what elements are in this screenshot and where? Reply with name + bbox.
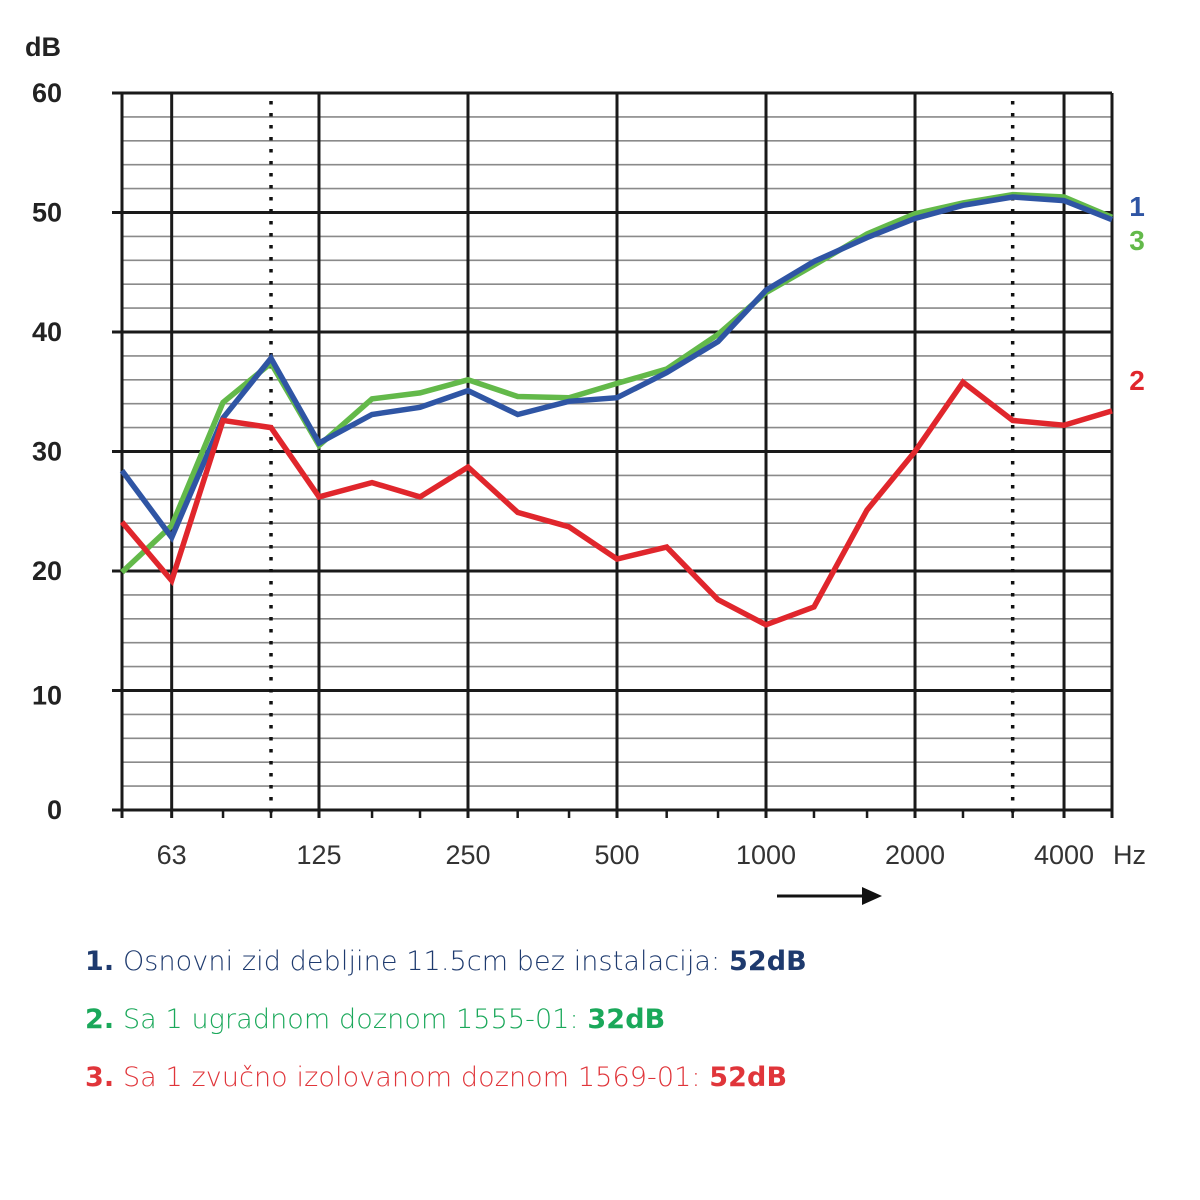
- legend-item-1: 1. Osnovni zid debljine 11.5cm bez insta…: [85, 940, 1085, 998]
- x-tick-label: 63: [157, 840, 187, 870]
- x-axis-label: Hz: [1113, 840, 1146, 870]
- legend-item-3: 3. Sa 1 zvučno izolovanom doznom 1569-01…: [85, 1056, 1085, 1114]
- x-tick-label: 2000: [885, 840, 945, 870]
- y-axis-label: dB: [25, 32, 61, 62]
- y-tick-label: 0: [47, 795, 62, 825]
- x-tick-label: 4000: [1034, 840, 1094, 870]
- y-tick-label: 30: [32, 437, 62, 467]
- x-tick-label: 1000: [736, 840, 796, 870]
- y-tick-label: 20: [32, 556, 62, 586]
- series-end-label-3: 3: [1129, 225, 1145, 256]
- arrow-right-icon: [777, 887, 882, 905]
- legend-number: 1.: [85, 946, 115, 977]
- legend-text: Osnovni zid debljine 11.5cm bez instalac…: [122, 946, 729, 977]
- x-tick-label: 125: [296, 840, 341, 870]
- legend-text: Sa 1 zvučno izolovanom doznom 1569-01:: [122, 1062, 710, 1093]
- legend-number: 3.: [85, 1062, 115, 1093]
- y-tick-label: 10: [32, 681, 62, 711]
- legend-text: Sa 1 ugradnom doznom 1555-01:: [122, 1004, 588, 1035]
- x-tick-label: 250: [445, 840, 490, 870]
- legend-value: 52dB: [709, 1062, 788, 1093]
- x-tick-label: 500: [594, 840, 639, 870]
- legend: 1. Osnovni zid debljine 11.5cm bez insta…: [85, 940, 1085, 1114]
- y-tick-label: 50: [32, 198, 62, 228]
- series-end-labels: 13 2: [1129, 191, 1145, 396]
- series-end-label-2: 2: [1129, 365, 1145, 396]
- legend-value: 32dB: [587, 1004, 666, 1035]
- y-tick-label: 40: [32, 317, 62, 347]
- x-ticks: 63 125 250 500 1000 2000 4000: [157, 840, 1094, 870]
- grid: [112, 91, 1114, 818]
- legend-value: 52dB: [728, 946, 807, 977]
- chart: dB 0 10 20 30 40 50 60 63 125 250 500 1000 2000 4000…: [25, 32, 1146, 905]
- legend-item-2: 2. Sa 1 ugradnom doznom 1555-01: 32dB: [85, 998, 1085, 1056]
- series-layer: [119, 191, 1114, 628]
- y-ticks: 0 10 20 30 40 50 60: [32, 78, 62, 825]
- legend-number: 2.: [85, 1004, 115, 1035]
- series-end-label-1: 1: [1129, 191, 1145, 222]
- y-tick-label: 60: [32, 78, 62, 108]
